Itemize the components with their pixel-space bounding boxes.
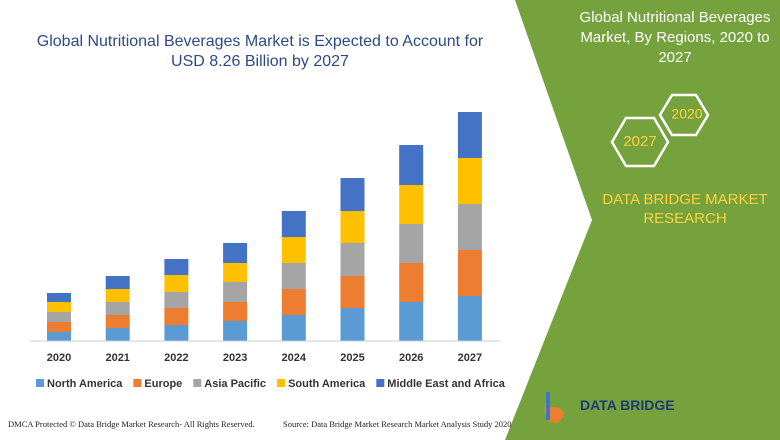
bar-segment [164,325,189,341]
bar-segment [164,259,189,275]
bar-segment [223,263,248,282]
bar-segment [340,308,365,341]
bar-segment [399,302,424,341]
bar-segment [340,178,365,211]
bar-segment [223,282,248,302]
x-tick-label: 2022 [164,352,188,364]
footer-left: DMCA Protected © Data Bridge Market Rese… [8,419,255,429]
logo-icon [546,392,550,420]
bar-segment [457,112,482,158]
bar-segment [105,302,130,315]
legend-label: Asia Pacific [204,378,266,390]
footer-right: Source: Data Bridge Market Research Mark… [283,419,512,429]
legend-swatch [376,379,385,387]
bar-segment [105,315,130,328]
x-tick-label: 2021 [105,352,129,364]
bar-segment [281,237,306,263]
bar-segment [47,312,71,322]
hexagon [610,116,670,168]
bar-segment [223,302,248,321]
bar-segment [340,243,365,276]
x-tick-label: 2027 [458,352,482,364]
bar-segment [164,308,189,325]
legend-label: North America [47,378,123,390]
bar-segment [164,292,189,308]
hexagon [658,93,710,137]
legend-swatch [36,379,44,387]
bar-segment [399,263,424,302]
bar-segment [340,276,365,308]
brand: DATA BRIDGE MARKET RESEARCH [602,191,768,227]
bar-segment [105,328,130,341]
hex-label: 2020 [671,106,702,122]
legend-label: Middle East and Africa [387,378,505,390]
bar-segment [105,276,130,289]
chart-title: Global Nutritional Beverages Market is E… [36,33,484,70]
bar-segment [457,204,482,250]
bar-segment [47,302,71,312]
bar-segment [223,243,248,263]
x-tick-label: 2026 [399,352,423,364]
bar-segment [457,158,482,204]
bar-segment [47,322,71,332]
x-tick-label: 2020 [47,352,71,364]
legend-label: South America [288,378,366,390]
panel-title: Global Nutritional Beverages Market, By … [579,9,771,66]
bar-segment [399,145,424,185]
legend-label: Europe [144,378,182,390]
bar-segment [399,185,424,224]
bar-segment [340,211,365,243]
bar-segment [281,289,306,315]
legend-swatch [133,379,142,387]
bar-segment [223,321,248,341]
bar-segment [105,289,130,302]
x-tick-label: 2024 [282,352,307,364]
legend-swatch [277,379,286,387]
legend-swatch [193,379,202,387]
bar-segment [164,275,189,292]
bar-segment [399,224,424,263]
bar-segment [47,293,71,302]
bar-segment [457,296,482,341]
bar-segment [281,211,306,237]
side-panel [505,0,780,440]
hex-label: 2027 [623,133,656,150]
x-tick-label: 2025 [340,352,364,364]
bar-segment [281,263,306,289]
bar-segment [281,315,306,341]
bar-segment [47,332,71,341]
logo-text: DATA BRIDGE [580,397,675,413]
bar-segment [457,250,482,296]
x-tick-label: 2023 [223,352,247,364]
